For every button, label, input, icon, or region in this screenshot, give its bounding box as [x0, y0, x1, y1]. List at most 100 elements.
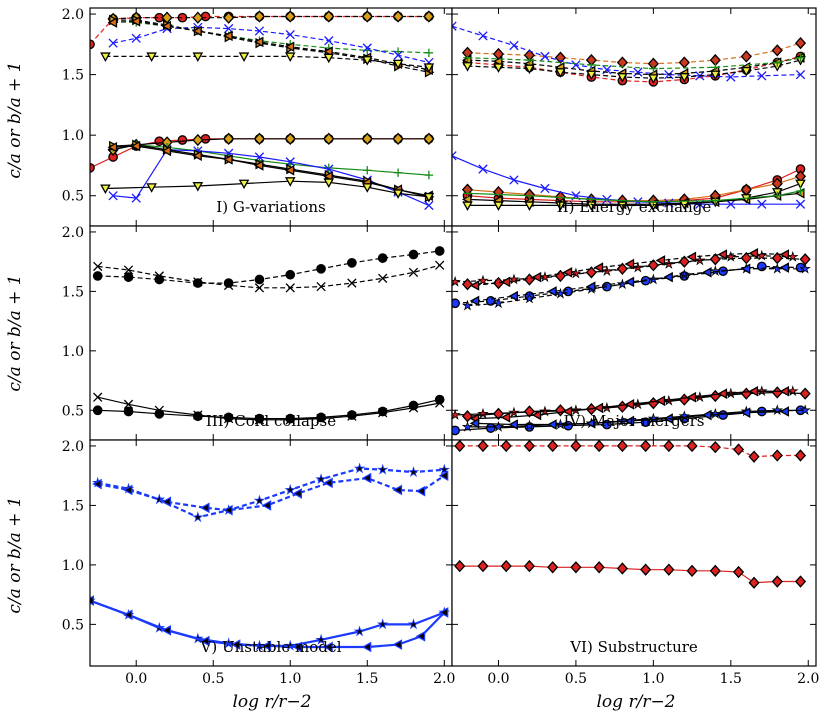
point-red-diamond — [492, 276, 505, 290]
y-tick-label: 2.0 — [62, 225, 84, 241]
point-yellow-down-triangle — [679, 73, 690, 83]
point-red-left-triangle — [748, 385, 759, 397]
point-blue-cross — [108, 191, 118, 201]
point-black-circle — [223, 412, 234, 423]
point-blue-star — [284, 483, 296, 495]
series-line-red-star-upper — [455, 255, 793, 283]
point-black-cross — [154, 405, 164, 415]
series-line-black-cross-lower — [97, 396, 440, 421]
point-green-plus — [773, 58, 782, 67]
point-blue-cross — [795, 199, 806, 209]
point-black-diamond — [192, 11, 204, 24]
point-red-left-triangle — [748, 248, 759, 259]
point-green-plus — [796, 186, 805, 196]
point-orange-diamond — [554, 51, 567, 64]
point-blue-cross — [362, 43, 372, 53]
point-blue-left-triangle — [361, 472, 372, 484]
point-black-diamond — [361, 10, 373, 23]
point-red-diamond — [748, 576, 760, 589]
y-tick-label: 2.0 — [62, 439, 84, 455]
point-red-left-triangle — [717, 388, 728, 399]
ticks — [90, 440, 452, 666]
point-green-plus — [463, 53, 472, 62]
y-tick-label: 1.0 — [62, 128, 84, 144]
point-yellow-down-triangle — [493, 63, 504, 73]
point-blue-star — [407, 466, 420, 477]
point-blue-left-triangle — [740, 263, 751, 275]
series-group — [92, 246, 445, 425]
point-red-left-triangle — [624, 258, 635, 270]
point-red-diamond — [454, 559, 466, 573]
point-blue-left-triangle — [702, 409, 712, 421]
point-blue-cross — [285, 29, 295, 40]
point-yellow-down-triangle — [795, 179, 806, 190]
point-red-diamond — [640, 440, 652, 453]
panel-p2: II) Energy exchange — [451, 7, 817, 227]
plot-area — [90, 226, 452, 440]
point-blue-star — [376, 618, 389, 630]
point-red-diamond — [616, 440, 628, 453]
point-yellow-down-triangle — [462, 201, 473, 211]
point-yellow-down-triangle — [323, 178, 335, 188]
point-yellow-down-triangle — [238, 179, 250, 190]
point-red-diamond — [477, 440, 489, 453]
panels: 0.5 1.0 1.5 2.0 I) G-variations II) Energy ex… — [62, 7, 820, 687]
point-black-circle — [347, 258, 357, 268]
point-red-left-triangle — [593, 262, 604, 273]
panel-p6: 0.0 0.5 1.0 1.5 2.0 VI) Substructure — [451, 439, 819, 687]
point-black-diamond — [392, 10, 404, 23]
point-red-diamond — [593, 440, 605, 453]
point-black-diamond — [253, 10, 266, 23]
point-blue-cross — [393, 50, 403, 60]
x-tick-label: 1.0 — [279, 671, 301, 687]
series-line-yellow-down-triangle-lower — [467, 183, 801, 206]
point-black-diamond — [223, 132, 235, 145]
point-yellow-down-triangle — [392, 189, 404, 199]
point-black-left-triangle — [192, 25, 202, 37]
point-blue-left-triangle — [223, 504, 233, 516]
panel-title: V) Unstable model — [200, 638, 342, 656]
y-tick-label: 0.5 — [62, 403, 84, 419]
point-yellow-down-triangle — [555, 68, 566, 78]
point-red-diamond — [500, 440, 512, 453]
point-blue-star — [678, 268, 691, 280]
point-black-cross — [347, 411, 357, 421]
point-red-circle — [200, 11, 211, 22]
point-blue-cross — [478, 31, 488, 41]
point-blue-left-triangle — [90, 595, 95, 606]
point-yellow-down-triangle — [146, 52, 157, 62]
point-blue-star — [523, 292, 536, 304]
point-red-diamond — [771, 449, 783, 462]
point-black-circle — [192, 278, 203, 288]
point-yellow-down-triangle — [524, 201, 535, 211]
point-blue-left-triangle — [230, 639, 241, 650]
point-blue-left-triangle — [122, 484, 133, 496]
point-black-cross — [223, 280, 234, 291]
y-tick-label: 1.5 — [62, 284, 84, 300]
point-green-plus — [711, 63, 720, 72]
point-green-plus — [393, 168, 403, 177]
point-blue-cross — [478, 164, 488, 174]
point-red-diamond — [732, 565, 745, 579]
ticks — [452, 8, 816, 226]
point-black-circle — [192, 411, 203, 422]
point-blue-cross — [131, 193, 141, 203]
point-blue-left-triangle — [122, 609, 133, 621]
point-blue-left-triangle — [199, 502, 210, 514]
series-line-black-cross-upper — [97, 264, 440, 289]
point-blue-star — [492, 297, 505, 309]
point-blue-cross — [324, 36, 334, 46]
point-red-left-triangle — [531, 409, 542, 421]
point-orange-diamond — [740, 50, 752, 63]
point-yellow-down-triangle — [192, 182, 204, 192]
point-yellow-down-triangle — [617, 73, 628, 83]
point-blue-star — [799, 262, 811, 274]
point-black-left-triangle — [284, 164, 295, 176]
point-blue-cross — [540, 183, 550, 194]
point-red-diamond — [663, 563, 675, 576]
point-red-left-triangle — [500, 412, 511, 423]
point-red-diamond — [547, 561, 559, 574]
x-tick-label: 2.0 — [797, 671, 819, 687]
point-blue-star — [709, 265, 722, 277]
point-blue-left-triangle — [415, 485, 426, 497]
